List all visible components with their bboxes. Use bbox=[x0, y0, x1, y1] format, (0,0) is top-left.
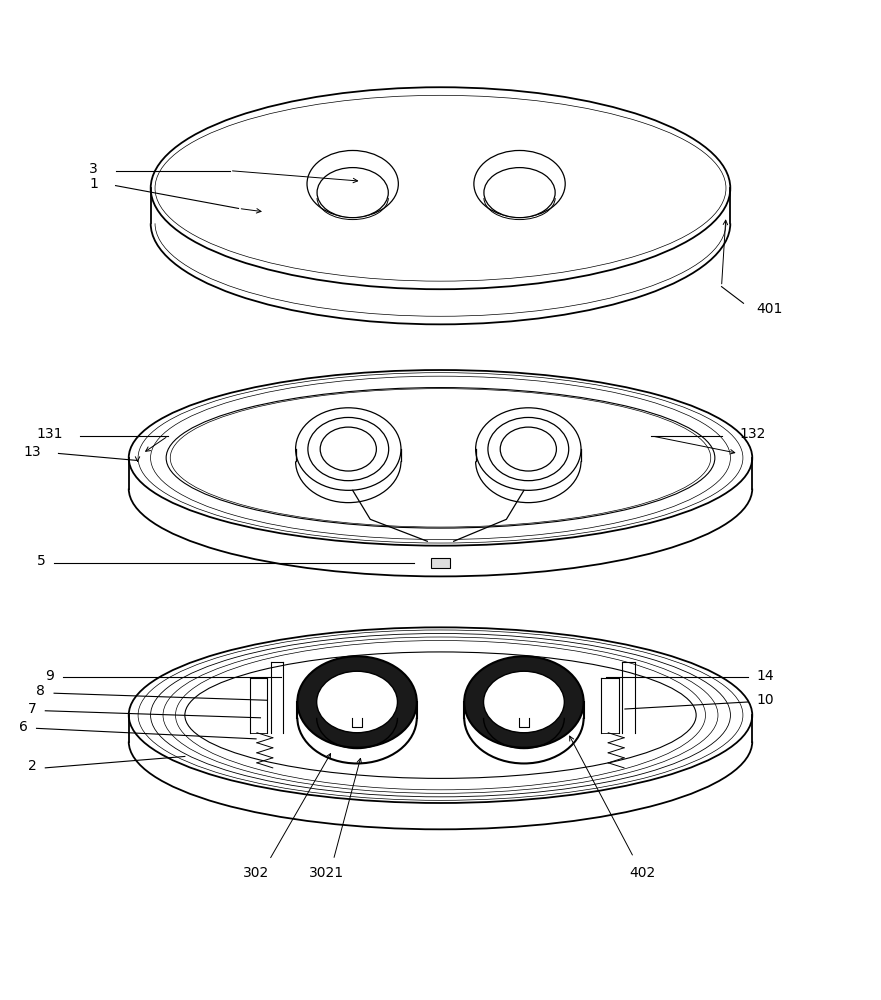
FancyBboxPatch shape bbox=[431, 558, 450, 568]
Ellipse shape bbox=[307, 150, 398, 217]
Text: 302: 302 bbox=[243, 866, 270, 880]
Text: 5: 5 bbox=[36, 554, 45, 568]
Ellipse shape bbox=[151, 87, 730, 289]
Ellipse shape bbox=[129, 627, 752, 803]
Text: 13: 13 bbox=[23, 445, 41, 459]
Ellipse shape bbox=[129, 370, 752, 546]
Ellipse shape bbox=[484, 671, 565, 733]
Ellipse shape bbox=[464, 656, 583, 748]
Ellipse shape bbox=[298, 656, 417, 748]
Text: 402: 402 bbox=[629, 866, 655, 880]
Text: 3021: 3021 bbox=[308, 866, 344, 880]
Text: 2: 2 bbox=[28, 759, 36, 773]
Ellipse shape bbox=[316, 671, 397, 733]
Ellipse shape bbox=[185, 652, 696, 778]
Text: 132: 132 bbox=[739, 427, 766, 441]
Text: 10: 10 bbox=[757, 693, 774, 707]
Text: 8: 8 bbox=[36, 684, 45, 698]
Text: 131: 131 bbox=[36, 427, 63, 441]
Ellipse shape bbox=[167, 388, 714, 528]
Text: 1: 1 bbox=[89, 177, 98, 191]
Ellipse shape bbox=[474, 150, 566, 217]
Ellipse shape bbox=[317, 168, 389, 218]
Text: 14: 14 bbox=[757, 669, 774, 683]
Ellipse shape bbox=[484, 168, 555, 218]
Text: 3: 3 bbox=[89, 162, 98, 176]
Text: 7: 7 bbox=[28, 702, 36, 716]
Text: 9: 9 bbox=[45, 669, 54, 683]
Text: 401: 401 bbox=[757, 302, 783, 316]
Text: 6: 6 bbox=[19, 720, 27, 734]
